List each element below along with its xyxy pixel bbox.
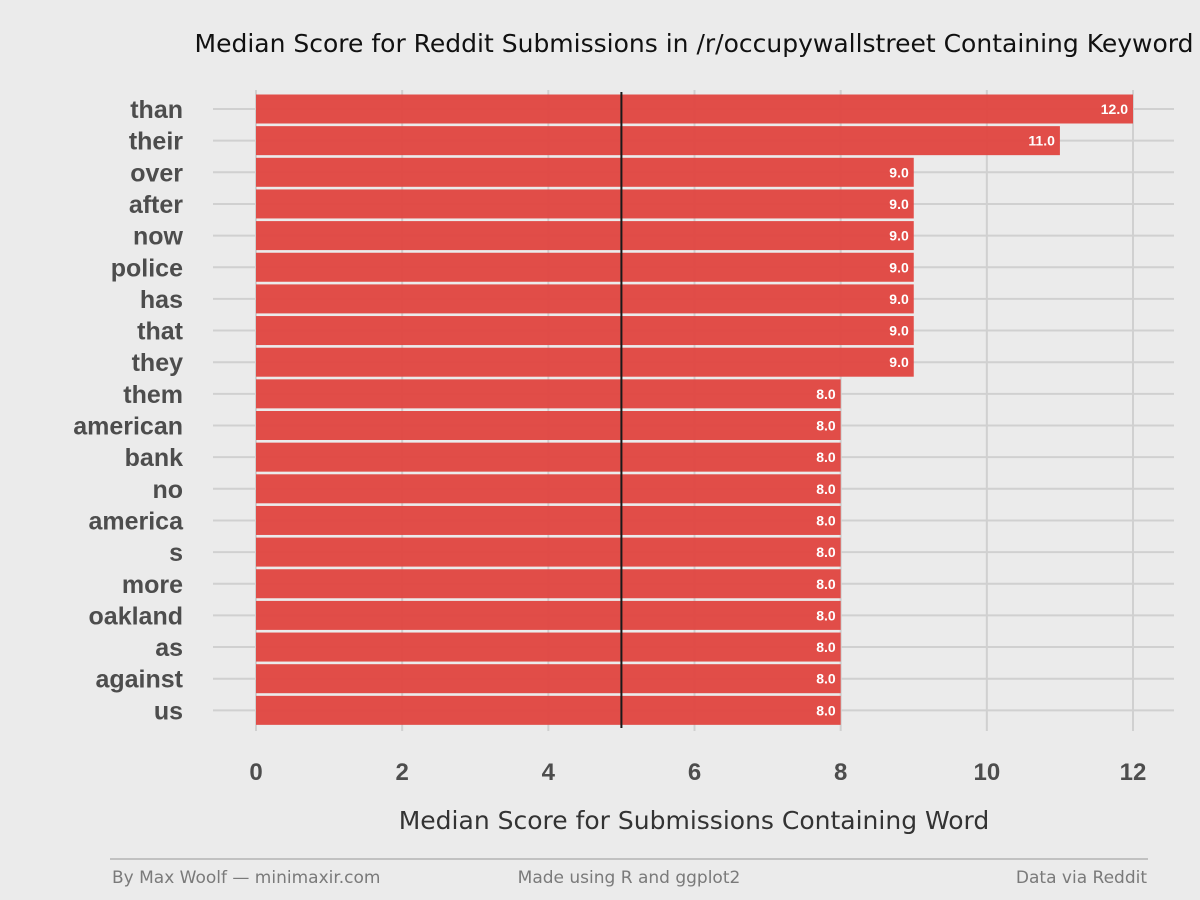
category-label: bank (125, 444, 183, 472)
bar (256, 189, 914, 219)
bar-value-label: 9.0 (889, 323, 909, 339)
category-label: no (152, 476, 183, 504)
bars (256, 94, 1133, 725)
x-axis-tick-labels: 0 2 4 6 8 10 12 (249, 759, 1146, 786)
x-tick-label: 6 (688, 759, 701, 786)
bar (256, 537, 841, 567)
bar (256, 94, 1133, 124)
x-tick-label: 4 (542, 759, 556, 786)
bar (256, 569, 841, 599)
bar (256, 505, 841, 535)
bar (256, 664, 841, 694)
category-label: after (129, 191, 183, 219)
x-tick-label: 12 (1120, 759, 1147, 786)
bar (256, 126, 1060, 156)
bar (256, 221, 914, 251)
bar-value-label: 9.0 (889, 164, 909, 180)
category-label: us (154, 697, 183, 725)
bar-value-label: 8.0 (816, 481, 836, 497)
bar (256, 600, 841, 630)
value-labels: 12.0 11.0 9.0 9.0 9.0 9.0 9.0 9.0 9.0 8.0 8.0 8.0 8.… (816, 101, 1128, 718)
bar-value-label: 8.0 (816, 671, 836, 687)
bar-value-label: 12.0 (1101, 101, 1128, 117)
category-label: has (140, 286, 183, 314)
bar-value-label: 9.0 (889, 196, 909, 212)
category-label: more (122, 571, 183, 599)
y-axis-labels: than their over after now police has that they th… (73, 96, 184, 725)
x-axis-label: Median Score for Submissions Containing … (399, 806, 990, 835)
bar (256, 316, 914, 346)
bar (256, 695, 841, 725)
category-label: american (73, 413, 183, 441)
bar-value-label: 8.0 (816, 418, 836, 434)
bar (256, 411, 841, 440)
category-label: police (111, 254, 183, 282)
category-label: now (133, 223, 184, 251)
category-label: over (130, 159, 183, 187)
category-label: than (130, 96, 183, 124)
bar (256, 347, 914, 377)
bar-value-label: 9.0 (889, 228, 909, 244)
category-label: that (137, 318, 184, 346)
category-label: them (123, 381, 183, 409)
bar-value-label: 8.0 (816, 544, 836, 560)
bar-value-label: 9.0 (889, 259, 909, 275)
bar (256, 379, 841, 409)
bar-value-label: 9.0 (889, 291, 909, 307)
bar (256, 252, 914, 282)
bar (256, 284, 914, 314)
category-label: they (132, 349, 184, 377)
bar-value-label: 8.0 (816, 639, 836, 655)
footer-center: Made using R and ggplot2 (518, 868, 741, 888)
bar-value-label: 8.0 (816, 449, 836, 465)
bar-value-label: 8.0 (816, 576, 836, 592)
category-label: their (129, 128, 183, 156)
category-label: s (169, 539, 183, 567)
x-tick-label: 2 (395, 759, 408, 786)
x-tick-label: 8 (834, 759, 847, 786)
bar (256, 442, 841, 472)
category-label: america (88, 507, 184, 535)
category-label: as (155, 634, 183, 662)
bar-value-label: 11.0 (1028, 133, 1055, 149)
footer-right: Data via Reddit (1016, 868, 1147, 888)
category-label: against (95, 666, 183, 694)
category-label: oakland (89, 602, 183, 630)
bar-value-label: 8.0 (816, 512, 836, 528)
chart-title: Median Score for Reddit Submissions in /… (195, 29, 1194, 58)
bar-value-label: 8.0 (816, 386, 836, 402)
x-tick-label: 0 (249, 759, 262, 786)
bar-value-label: 8.0 (816, 702, 836, 718)
bar (256, 157, 914, 187)
bar-value-label: 8.0 (816, 607, 836, 623)
bar (256, 632, 841, 662)
footer-left: By Max Woolf — minimaxir.com (112, 868, 381, 888)
x-tick-label: 10 (973, 759, 1000, 786)
bar-value-label: 9.0 (889, 354, 909, 370)
bar (256, 474, 841, 504)
